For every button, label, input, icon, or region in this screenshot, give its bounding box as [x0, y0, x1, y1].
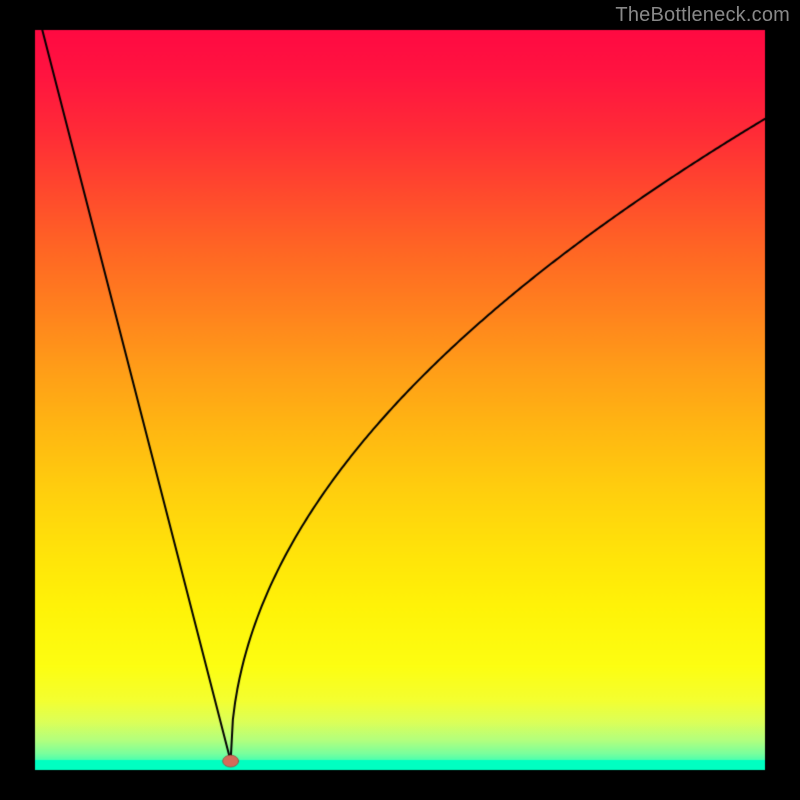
chart-canvas [0, 0, 800, 800]
stage: TheBottleneck.com [0, 0, 800, 800]
